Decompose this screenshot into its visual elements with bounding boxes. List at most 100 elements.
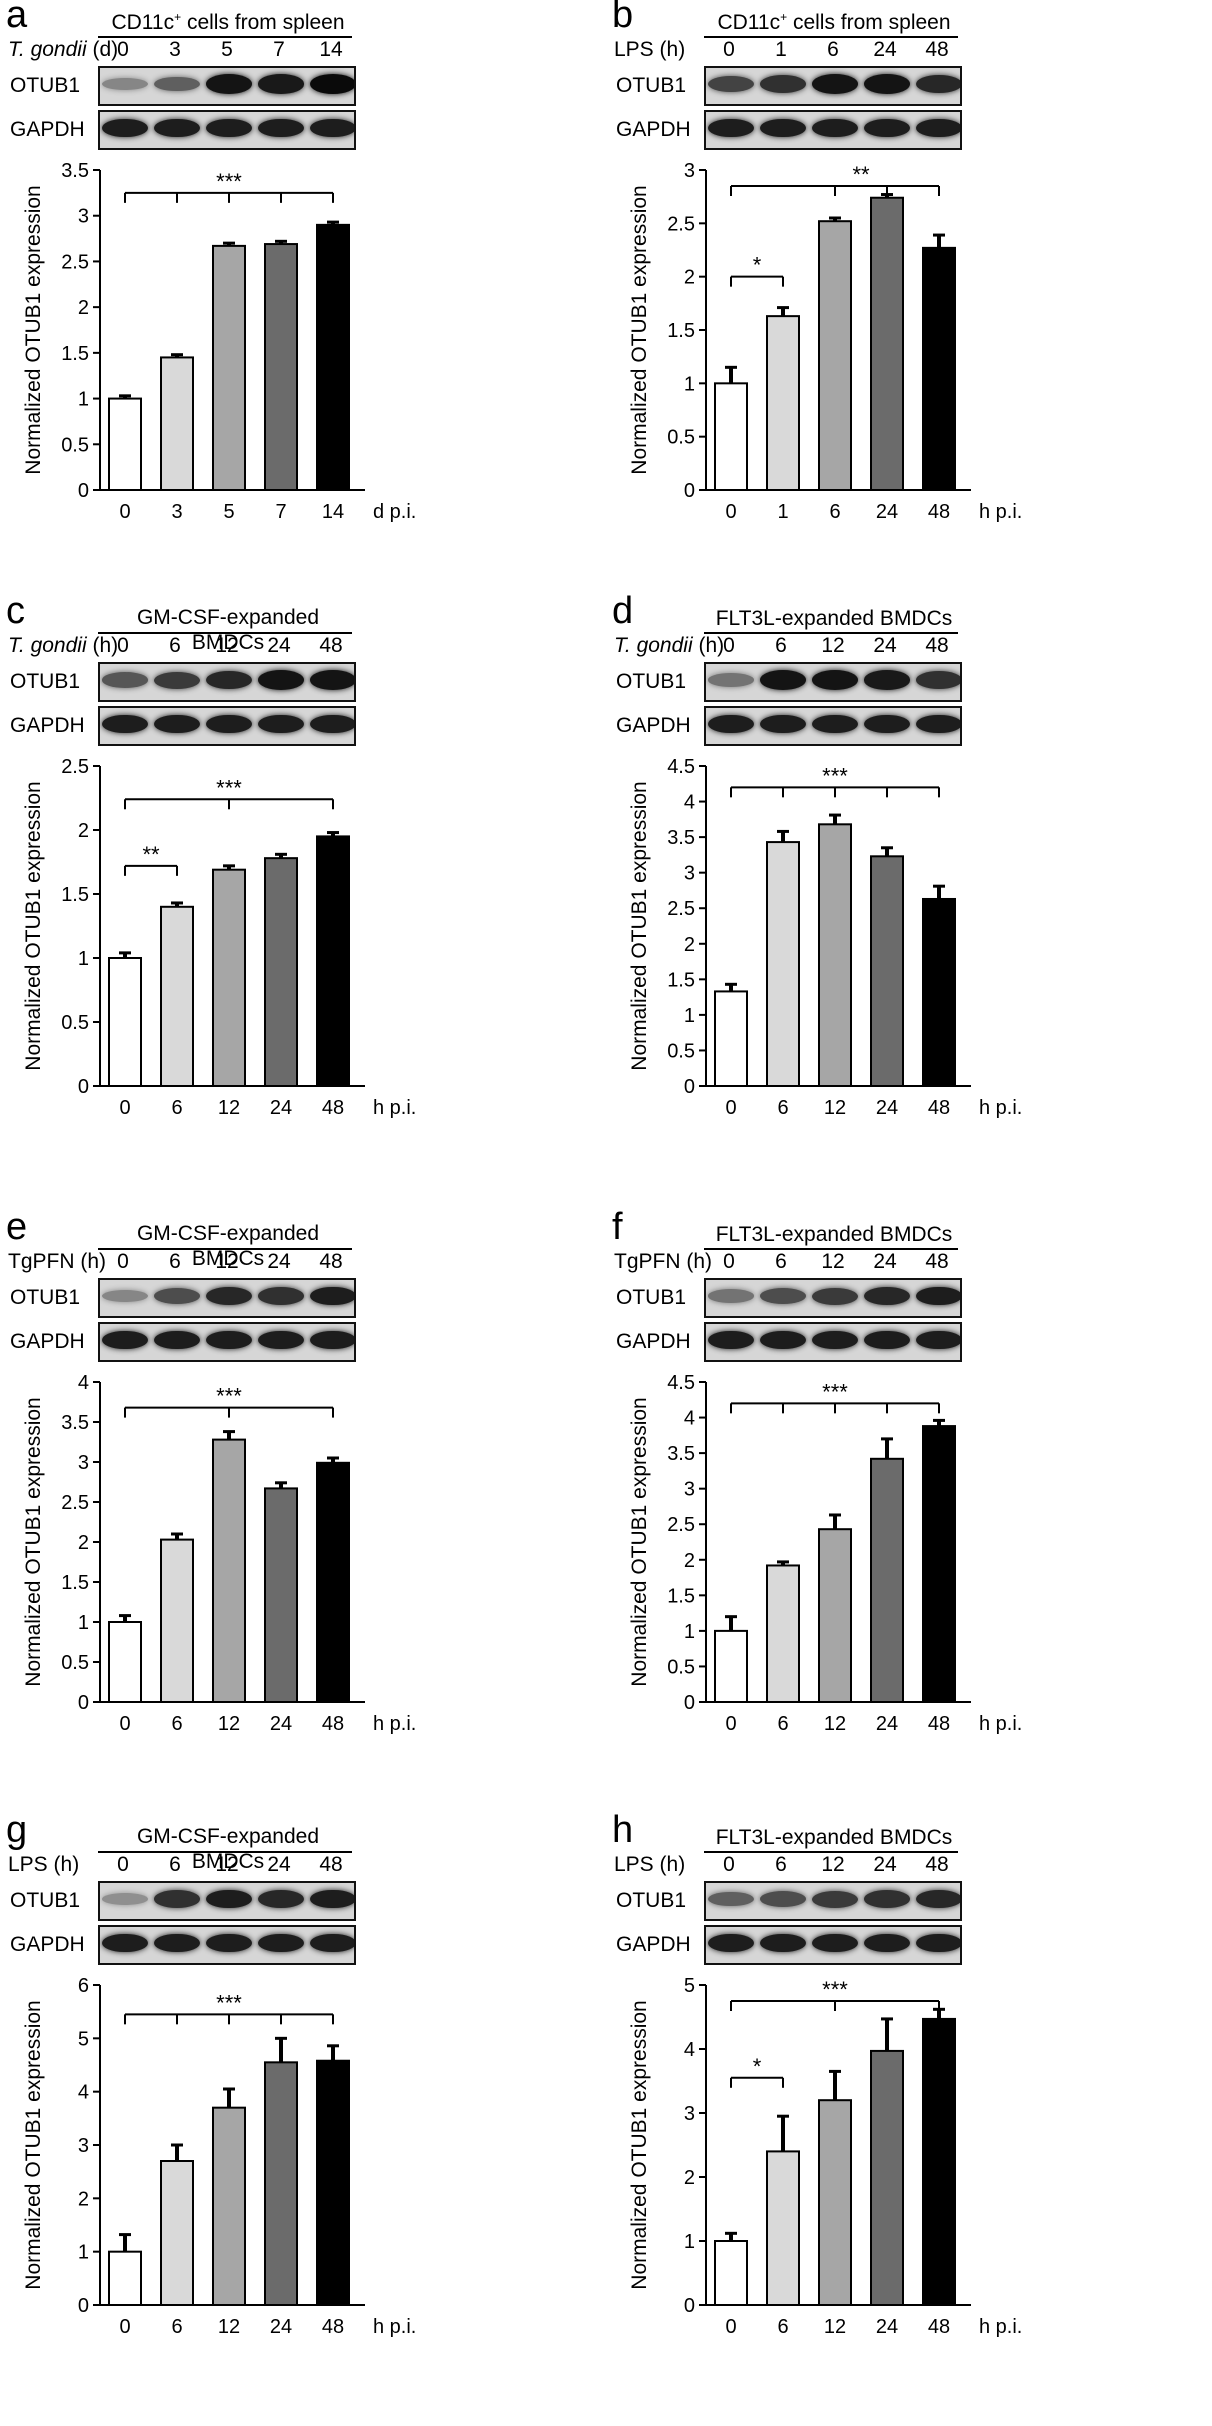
x-tick-label: 5 xyxy=(223,501,234,523)
y-tick-label: 0.5 xyxy=(667,1656,695,1678)
otub1-blot-strip xyxy=(704,662,962,702)
lane-label: 48 xyxy=(319,1250,343,1273)
x-axis-unit: h p.i. xyxy=(373,2316,416,2338)
blot-band xyxy=(102,1289,148,1303)
bar xyxy=(766,315,800,491)
blot-band xyxy=(916,1286,960,1306)
lane-label: 48 xyxy=(925,634,949,657)
x-tick-label: 12 xyxy=(218,1713,240,1735)
blot-band xyxy=(708,714,754,734)
blot-title: GM-CSF-expanded BMDCs xyxy=(98,1222,358,1271)
blot-band xyxy=(258,670,304,690)
strip-label-gapdh: GAPDH xyxy=(10,118,85,141)
y-tick-label: 3 xyxy=(684,863,695,885)
blot-band xyxy=(812,714,858,734)
blot-band xyxy=(812,1287,858,1305)
x-tick-label: 6 xyxy=(171,1713,182,1735)
y-tick-label: 3.5 xyxy=(667,827,695,849)
y-tick-label: 2 xyxy=(78,1532,89,1554)
blot-band xyxy=(916,671,960,689)
blot-title-main: CD11c xyxy=(717,11,781,34)
y-tick-label: 1 xyxy=(78,948,89,970)
y-tick-label: 4.5 xyxy=(667,756,695,778)
blot-title-main: FLT3L-expanded BMDCs xyxy=(715,1223,953,1246)
blot-band xyxy=(206,74,252,94)
y-tick-label: 2.5 xyxy=(667,898,695,920)
lane-label: 1 xyxy=(775,38,787,61)
panel-a: a CD11c+ cells from spleen T. gondii (d) 0 3… xyxy=(0,0,560,560)
gapdh-blot-strip xyxy=(98,1925,356,1965)
lane-label: 48 xyxy=(925,1250,949,1273)
bar xyxy=(870,1457,904,1703)
condition-label: LPS (h) xyxy=(614,1853,685,1877)
blot-band xyxy=(708,1330,754,1350)
lane-label: 24 xyxy=(873,1250,897,1273)
x-tick-label: 48 xyxy=(322,1097,344,1119)
lane-label: 0 xyxy=(723,1250,735,1273)
strip-label-otub1: OTUB1 xyxy=(10,1889,81,1912)
strip-label-otub1: OTUB1 xyxy=(10,74,81,97)
bar xyxy=(922,1425,956,1703)
otub1-blot-strip xyxy=(98,662,356,702)
y-tick-label: 1.5 xyxy=(61,884,89,906)
x-tick-label: 7 xyxy=(275,501,286,523)
blot-title: GM-CSF-expanded BMDCs xyxy=(98,1825,358,1874)
significance-label: *** xyxy=(216,1990,242,2015)
otub1-blot-strip xyxy=(704,1278,962,1318)
y-tick-label: 1 xyxy=(684,2231,695,2253)
blot-band xyxy=(812,1330,858,1350)
x-tick-label: 24 xyxy=(270,2316,292,2338)
significance-label: * xyxy=(753,253,762,278)
blot-band xyxy=(760,118,806,138)
bar xyxy=(108,397,142,491)
lane-label: 48 xyxy=(319,634,343,657)
blot-title-main: FLT3L-expanded BMDCs xyxy=(715,607,953,630)
y-tick-label: 1 xyxy=(78,389,89,411)
bar xyxy=(160,356,194,491)
condition-label: T. gondii (h) xyxy=(614,634,724,658)
x-tick-label: 6 xyxy=(777,2316,788,2338)
blot-band xyxy=(206,1286,252,1306)
panel-h: h FLT3L-expanded BMDCs LPS (h) 0 6 12 24 48 OTUB… xyxy=(606,1809,1166,2375)
lane-label: 12 xyxy=(215,1853,239,1876)
blot-band xyxy=(258,1287,304,1305)
blot-band xyxy=(102,77,148,91)
blot-band xyxy=(206,714,252,734)
panel-d: d FLT3L-expanded BMDCs T. gondii (h) 0 6 12 24… xyxy=(606,590,1166,1156)
otub1-blot-strip xyxy=(98,1278,356,1318)
bar xyxy=(108,2250,142,2306)
blot-band xyxy=(206,118,252,138)
condition-label-italic: T. gondii xyxy=(8,38,87,61)
y-tick-label: 0.5 xyxy=(61,434,89,456)
blot-band xyxy=(206,1330,252,1350)
blot-title-main: CD11c xyxy=(111,11,175,34)
bar xyxy=(714,990,748,1087)
y-tick-label: 4 xyxy=(78,1372,89,1394)
x-tick-label: 24 xyxy=(876,2316,898,2338)
panel-letter: c xyxy=(6,590,25,632)
blot-band xyxy=(310,670,354,690)
gapdh-blot-strip xyxy=(98,1322,356,1362)
y-tick-label: 4 xyxy=(78,2082,89,2104)
y-axis-label: Normalized OTUB1 expression xyxy=(628,2000,651,2289)
lane-label: 24 xyxy=(873,38,897,61)
y-tick-label: 1 xyxy=(684,373,695,395)
blot-band xyxy=(708,75,754,93)
y-tick-label: 1.5 xyxy=(61,1572,89,1594)
y-tick-label: 2 xyxy=(78,2188,89,2210)
blot-title-rule xyxy=(98,632,352,634)
x-axis-unit: h p.i. xyxy=(979,501,1022,523)
x-tick-label: 12 xyxy=(218,2316,240,2338)
blot-title-main: GM-CSF-expanded BMDCs xyxy=(136,606,320,654)
condition-label-rest: (d) xyxy=(86,38,119,61)
blot-band xyxy=(310,74,354,94)
y-tick-label: 3.5 xyxy=(61,1412,89,1434)
condition-label-rest: LPS (h) xyxy=(8,1853,80,1876)
bar xyxy=(212,1438,246,1703)
lane-label: 0 xyxy=(117,634,129,657)
bar xyxy=(818,1528,852,1703)
x-tick-label: 0 xyxy=(119,2316,130,2338)
blot-band xyxy=(154,1933,200,1953)
y-tick-label: 5 xyxy=(78,2028,89,2050)
otub1-bar-chart: 0 0.5 1 1.5 2 2.5 3 3.5 4 Normalized OTUB1 expres… xyxy=(22,1372,416,1735)
